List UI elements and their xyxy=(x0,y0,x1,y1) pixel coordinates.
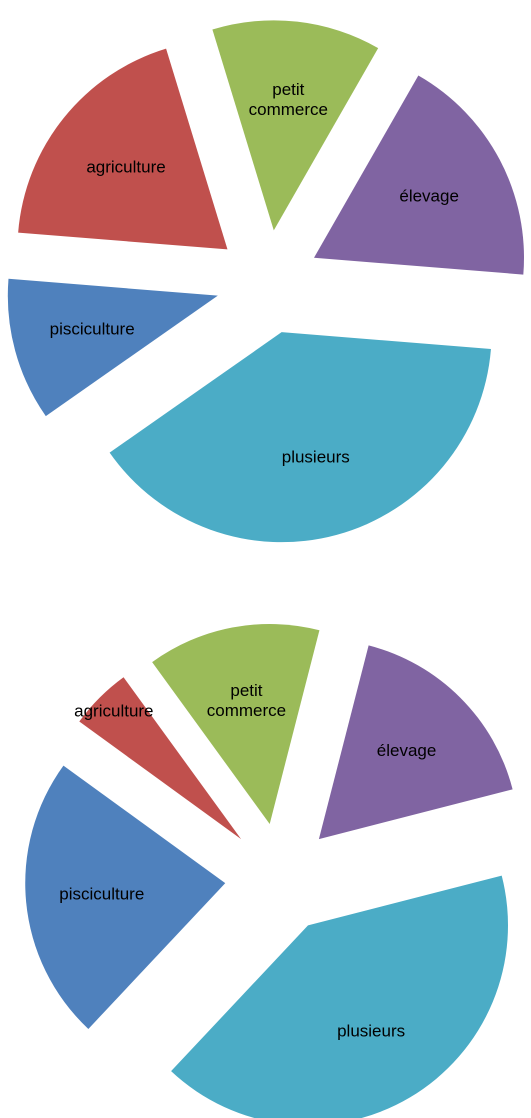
slice-label: pisciculture xyxy=(59,884,144,903)
slice-label: élevage xyxy=(399,187,459,206)
pie-slice xyxy=(109,332,491,543)
slice-label: petit commerce xyxy=(249,80,328,119)
pie-chart: petit commerce élevage plusieurs piscicultur… xyxy=(7,20,524,543)
pie-slice xyxy=(18,48,228,250)
slice-label: plusieurs xyxy=(282,447,350,466)
pie-chart: petit commerce élevage plusieurs piscicultur… xyxy=(25,623,513,1118)
slice-label: plusieurs xyxy=(337,1022,405,1041)
pie-slice xyxy=(171,875,508,1118)
slice-label: agriculture xyxy=(74,701,153,720)
slice-label: petit commerce xyxy=(207,682,286,721)
pie-slice xyxy=(212,20,379,231)
slice-label: agriculture xyxy=(86,157,165,176)
pie-slice xyxy=(25,765,226,1029)
slice-label: pisciculture xyxy=(50,319,135,338)
pie-slice xyxy=(7,278,218,417)
pie-slice xyxy=(152,623,320,824)
pie-slice xyxy=(313,75,524,275)
pie-slice xyxy=(318,645,513,840)
pie-slice xyxy=(79,677,242,840)
slice-label: élevage xyxy=(377,741,437,760)
